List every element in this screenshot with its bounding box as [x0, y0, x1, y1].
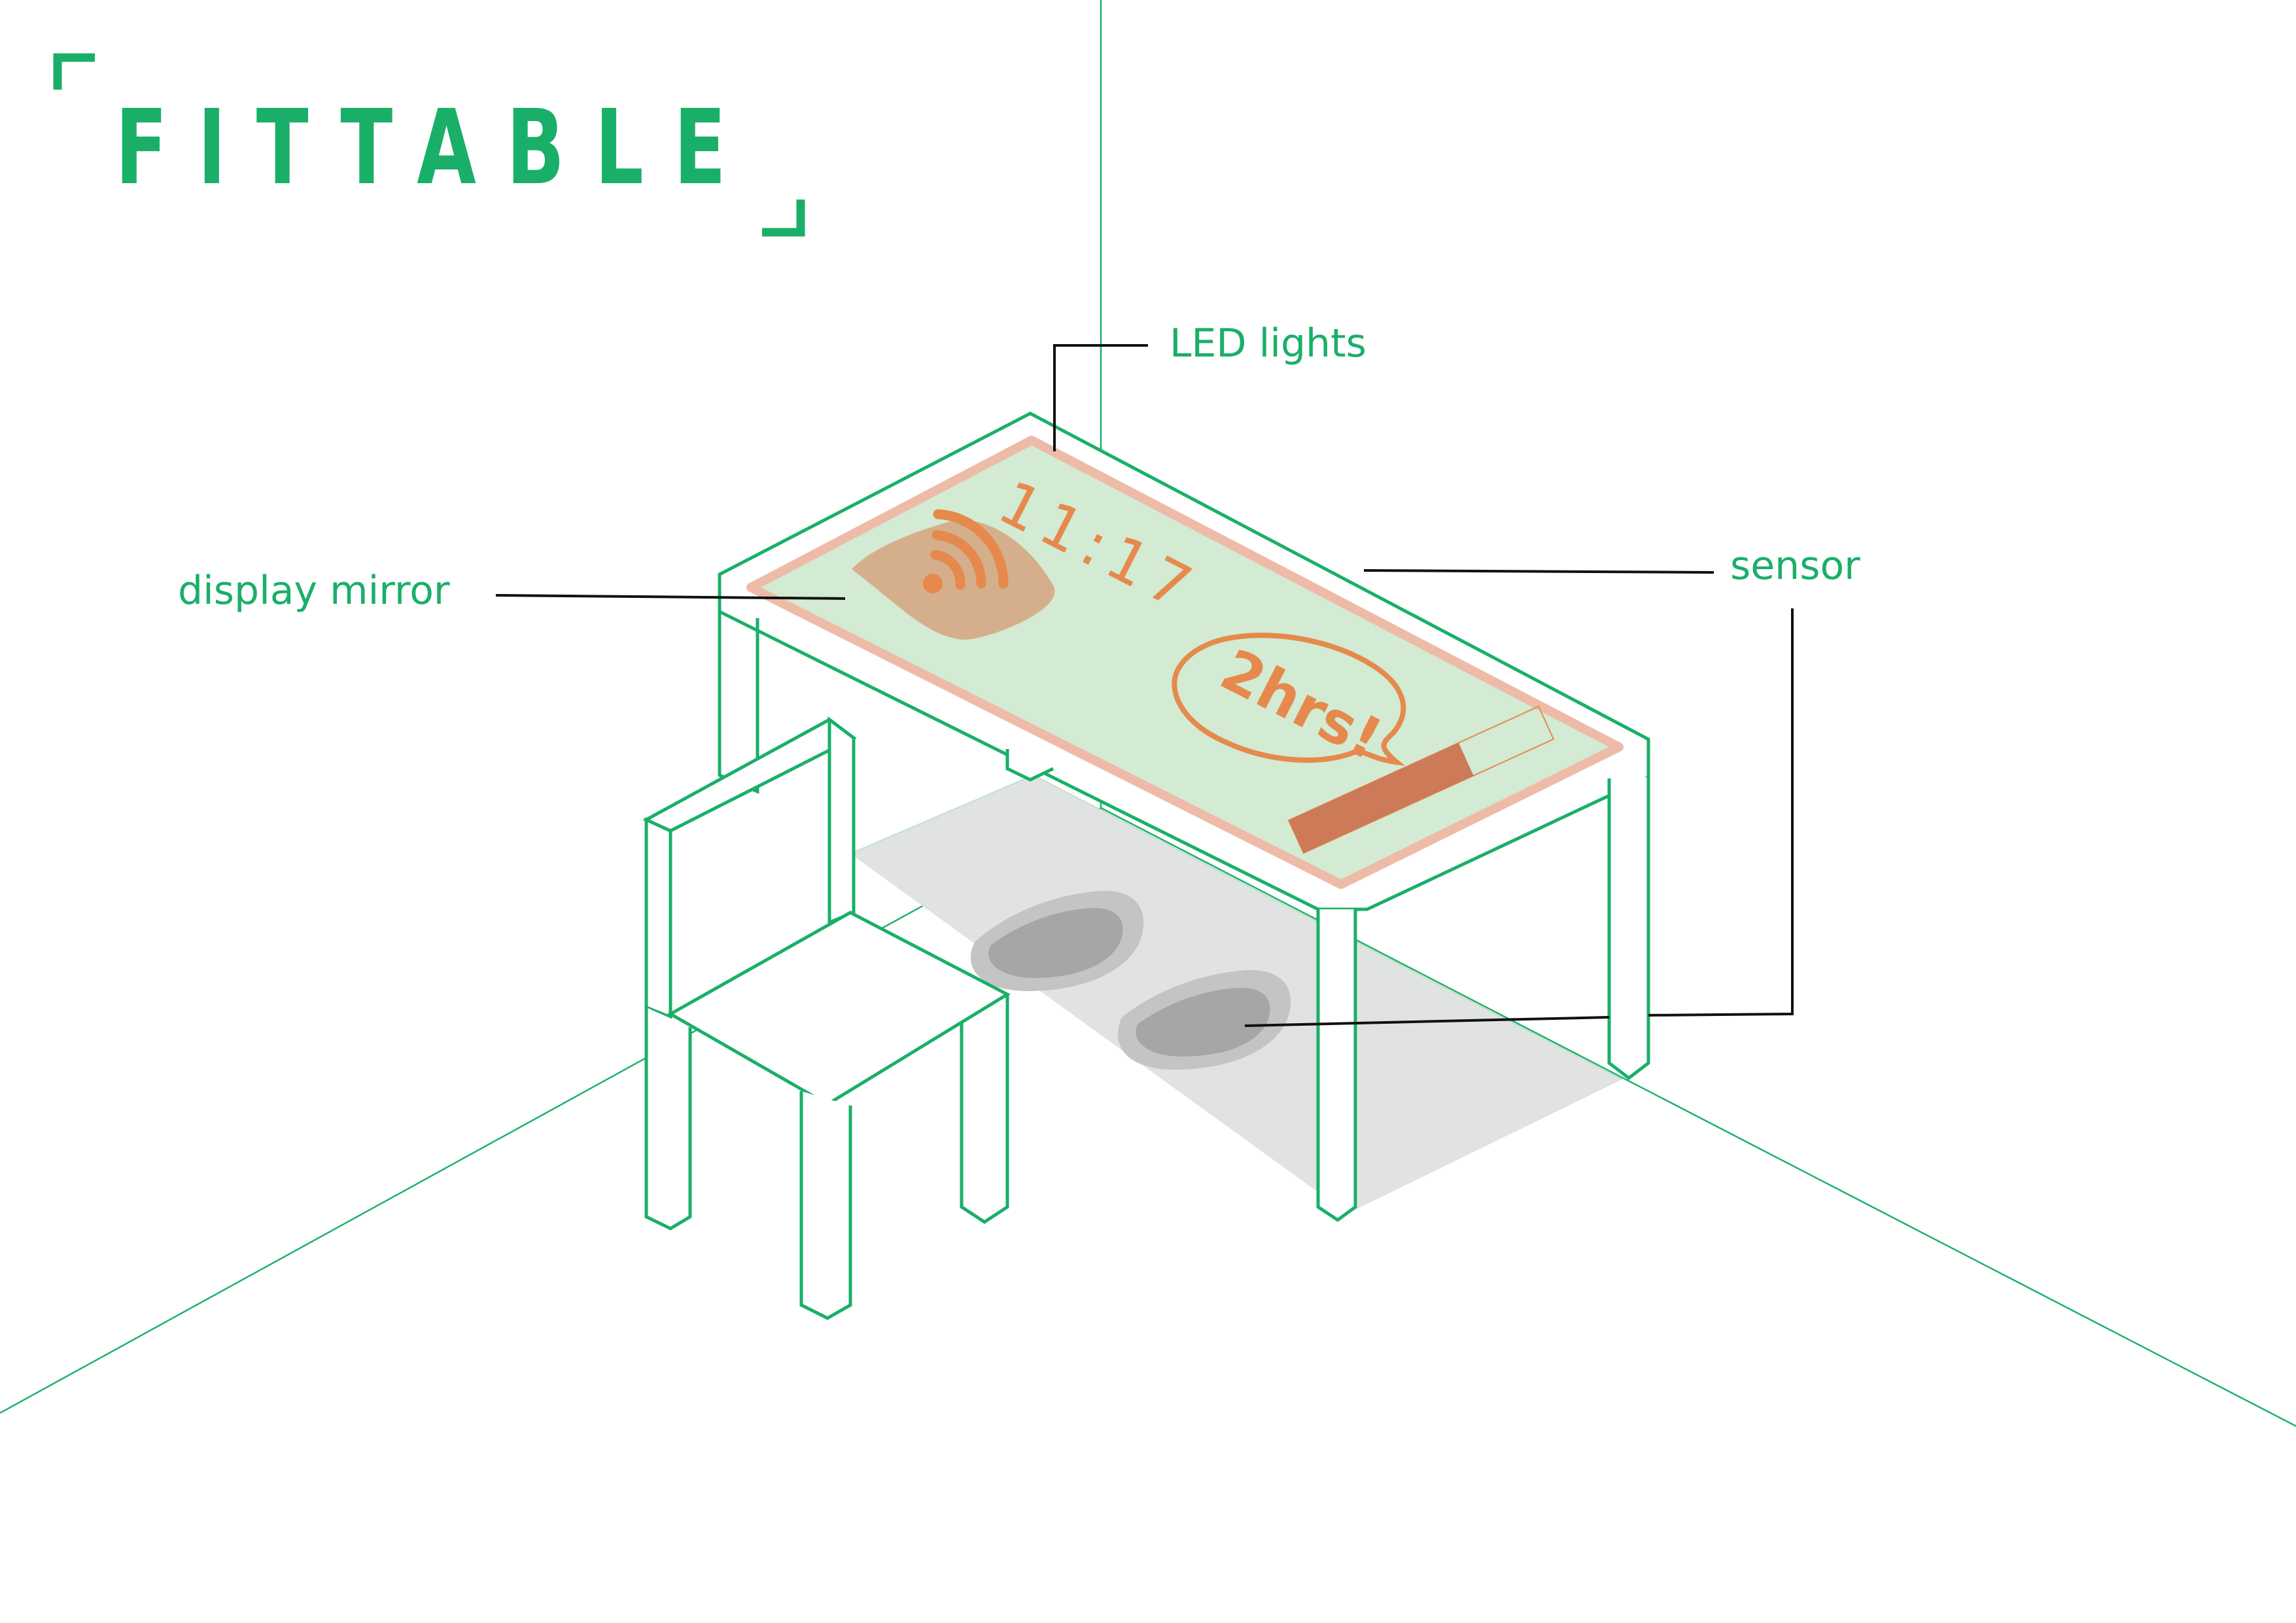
label-display-mirror: display mirror	[178, 568, 450, 614]
led-lights-leader	[1053, 344, 1148, 451]
wifi-icon	[923, 509, 1009, 593]
sensor-leader-top	[1363, 569, 1714, 574]
footprints	[970, 890, 1291, 1070]
chair-back-side	[827, 716, 856, 925]
wifi-tile	[852, 509, 1055, 640]
progress-bar	[1287, 705, 1555, 854]
label-led-lights: LED lights	[1170, 321, 1366, 366]
logo-bracket-bottom-right	[762, 200, 805, 237]
display-mirror-leader	[495, 594, 846, 600]
footprint-left	[970, 890, 1144, 991]
chair-back-right-leg	[960, 981, 1009, 1224]
fittable-logo: FITTABLE	[53, 53, 805, 237]
leader-lines	[495, 344, 1794, 1027]
table-display: 11:17 2hrs!	[746, 436, 1624, 889]
floor-edge-left	[0, 807, 1102, 1414]
chair-back-frame	[642, 718, 857, 833]
label-sensor: sensor	[1730, 543, 1860, 589]
footprint-right	[1117, 969, 1291, 1070]
chair-back-panel	[644, 817, 672, 1020]
logo-text: FITTABLE	[115, 88, 756, 208]
logo-bracket-top-left	[53, 53, 95, 90]
floor-edge-right	[1100, 807, 2296, 1427]
chair-rear-left-leg	[644, 1007, 692, 1230]
table-leg-back-middle	[1005, 749, 1054, 782]
chair-front-leg	[799, 1091, 852, 1320]
table-leg-back-right	[1607, 777, 1650, 1081]
table-leg-front	[1316, 909, 1357, 1223]
progress-bar-fill	[1289, 742, 1474, 854]
chair	[642, 716, 1011, 1320]
sensor-leader-bottom	[1244, 608, 1794, 1027]
chair-seat	[667, 911, 1011, 1106]
